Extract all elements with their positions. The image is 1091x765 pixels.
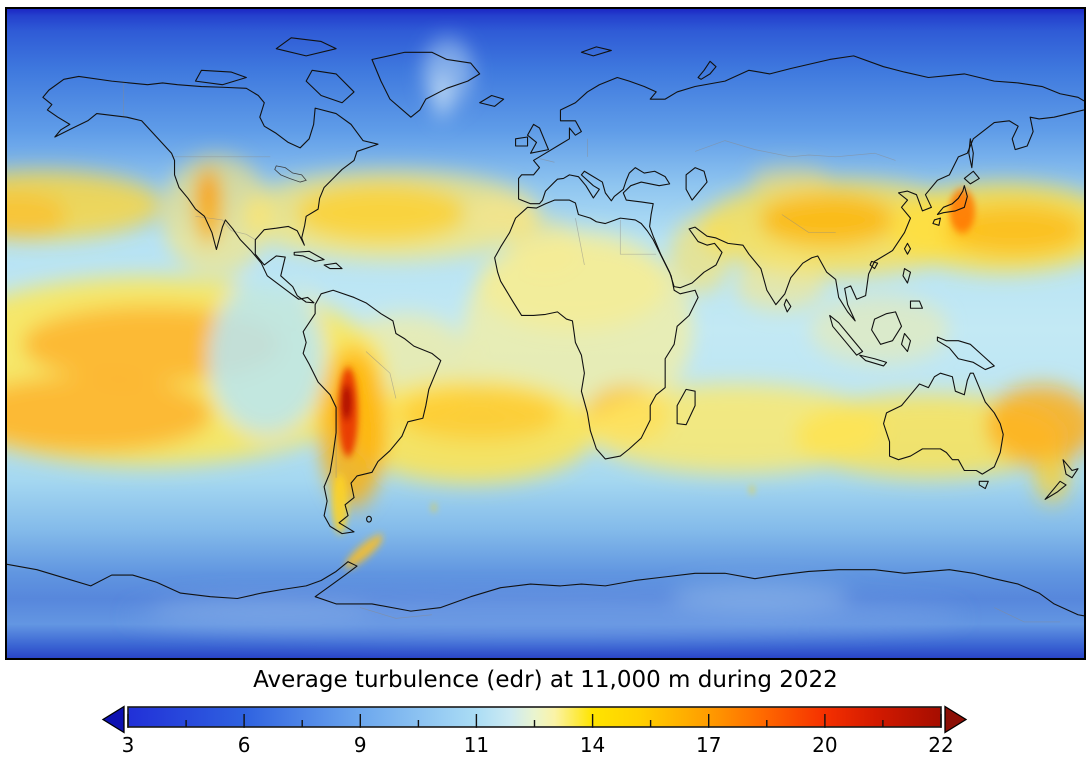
heatmap-anomaly-fields — [7, 38, 1084, 639]
world-turbulence-heatmap — [7, 9, 1084, 658]
chart-title: Average turbulence (edr) at 11,000 m dur… — [253, 667, 838, 693]
country-borders — [124, 81, 1060, 622]
colorbar — [95, 702, 975, 736]
colorbar-tick-marks — [127, 714, 942, 728]
colorbar-under-arrow — [101, 705, 125, 734]
tick-label-3: 3 — [121, 733, 135, 757]
tick-label-17: 17 — [695, 733, 722, 757]
tick-label-6: 6 — [237, 733, 251, 757]
tick-label-22: 22 — [928, 733, 954, 757]
tick-label-11: 11 — [463, 733, 490, 757]
coastlines — [7, 38, 1084, 616]
great-lakes-outline — [275, 166, 306, 182]
tick-label-9: 9 — [353, 733, 367, 757]
tick-label-20: 20 — [812, 733, 838, 757]
colorbar-graphic — [101, 705, 968, 734]
tick-label-14: 14 — [579, 733, 606, 757]
colorbar-tick-labels: 3 6 9 11 14 17 20 22 — [122, 733, 954, 759]
colorbar-over-arrow — [944, 705, 968, 734]
map-frame — [5, 7, 1086, 660]
